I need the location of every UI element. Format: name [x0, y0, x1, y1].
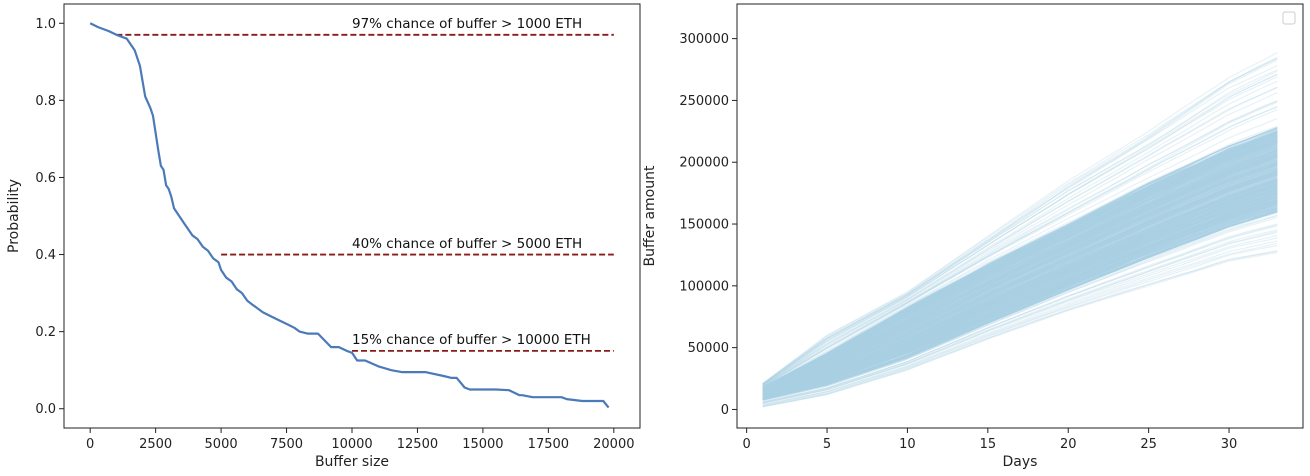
simulation-path [762, 225, 1278, 403]
legend-box [1282, 11, 1296, 25]
simulation-path [762, 51, 1278, 384]
simulation-path [762, 70, 1278, 385]
left-x-tick-label: 10000 [331, 437, 372, 452]
right-x-tick-label: 0 [743, 437, 751, 452]
simulation-path [762, 230, 1278, 404]
simulation-path [762, 250, 1278, 407]
simulation-path [762, 64, 1278, 385]
simulation-path [762, 242, 1278, 406]
simulation-path [762, 100, 1278, 387]
left-y-tick-label: 0.4 [35, 248, 56, 263]
left-y-tick-label: 0.2 [35, 325, 56, 340]
simulation-path [762, 106, 1278, 387]
simulation-path [762, 86, 1278, 386]
simulation-path [762, 106, 1278, 387]
simulation-path [762, 251, 1278, 408]
left-x-axis-label: Buffer size [315, 454, 389, 470]
right-y-tick-label: 200000 [679, 156, 729, 171]
simulation-path [762, 73, 1278, 386]
left-y-tick-label: 0.8 [35, 94, 56, 109]
right-x-axis-label: Days [1003, 454, 1038, 470]
left-y-tick-label: 1.0 [35, 17, 56, 32]
right-x-tick-label: 25 [1140, 437, 1157, 452]
simulation-path [762, 92, 1278, 387]
simulation-path [762, 109, 1278, 387]
right-y-tick-label: 250000 [679, 94, 729, 109]
right-x-tick-label: 10 [899, 437, 916, 452]
left-y-tick-label: 0.0 [35, 402, 56, 417]
left-y-axis-label: Probability [6, 179, 22, 253]
simulation-band [762, 131, 1278, 396]
right-y-tick-label: 150000 [679, 218, 729, 233]
left-x-tick-label: 20000 [593, 437, 634, 452]
simulation-path [762, 57, 1278, 385]
left-x-tick-label: 2500 [139, 437, 172, 452]
threshold-annotation: 15% chance of buffer > 10000 ETH [352, 332, 591, 348]
simulation-path [762, 211, 1278, 400]
left-plot-frame [63, 3, 641, 429]
simulation-path [762, 57, 1278, 385]
right-x-tick-label: 15 [980, 437, 997, 452]
simulation-path [762, 86, 1278, 386]
simulation-path [762, 57, 1278, 385]
right-plot-frame [736, 3, 1304, 429]
right-y-tick-label: 50000 [688, 341, 729, 356]
simulation-path [762, 234, 1278, 405]
simulation-path [762, 80, 1278, 386]
left-x-tick-label: 7500 [270, 437, 303, 452]
right-x-tick-label: 20 [1060, 437, 1077, 452]
simulation-path [762, 240, 1278, 406]
left-x-tick-label: 17500 [528, 437, 569, 452]
simulation-path [762, 223, 1278, 403]
simulation-path [762, 101, 1278, 387]
right-x-tick-label: 5 [823, 437, 831, 452]
simulation-path [762, 73, 1278, 386]
simulation-path [762, 229, 1278, 404]
right-y-tick-label: 0 [721, 403, 729, 418]
right-x-tick-label: 30 [1221, 437, 1238, 452]
simulation-path [762, 231, 1278, 404]
simulation-path [762, 100, 1278, 387]
left-x-tick-label: 5000 [205, 437, 238, 452]
left-x-tick-label: 12500 [397, 437, 438, 452]
simulation-path [762, 217, 1278, 402]
threshold-annotation: 97% chance of buffer > 1000 ETH [352, 16, 582, 32]
threshold-annotation: 40% chance of buffer > 5000 ETH [352, 236, 582, 252]
simulation-path [762, 224, 1278, 403]
simulation-path [762, 214, 1278, 401]
simulation-path [762, 245, 1278, 407]
simulation-path [762, 59, 1278, 385]
left-x-tick-label: 0 [86, 437, 94, 452]
simulation-path [762, 250, 1278, 408]
probability-curve [89, 22, 610, 409]
simulation-path [762, 69, 1278, 385]
right-y-tick-label: 100000 [679, 279, 729, 294]
simulation-path [762, 125, 1278, 388]
right-y-tick-label: 300000 [679, 32, 729, 47]
buffer-simulation-chart: 0 5 10 15 20 25 30 0 50000 100000 150000 200000 250… [642, 3, 1304, 470]
simulation-path [762, 76, 1278, 386]
right-y-axis-label: Buffer amount [642, 165, 658, 266]
probability-chart: 97% chance of buffer > 1000 ETH 40% chanc… [6, 3, 641, 470]
left-x-tick-label: 15000 [462, 437, 503, 452]
simulation-path [762, 117, 1278, 388]
left-y-tick-label: 0.6 [35, 171, 56, 186]
simulation-path [762, 128, 1278, 389]
simulation-path [762, 215, 1278, 402]
simulation-path [762, 237, 1278, 406]
